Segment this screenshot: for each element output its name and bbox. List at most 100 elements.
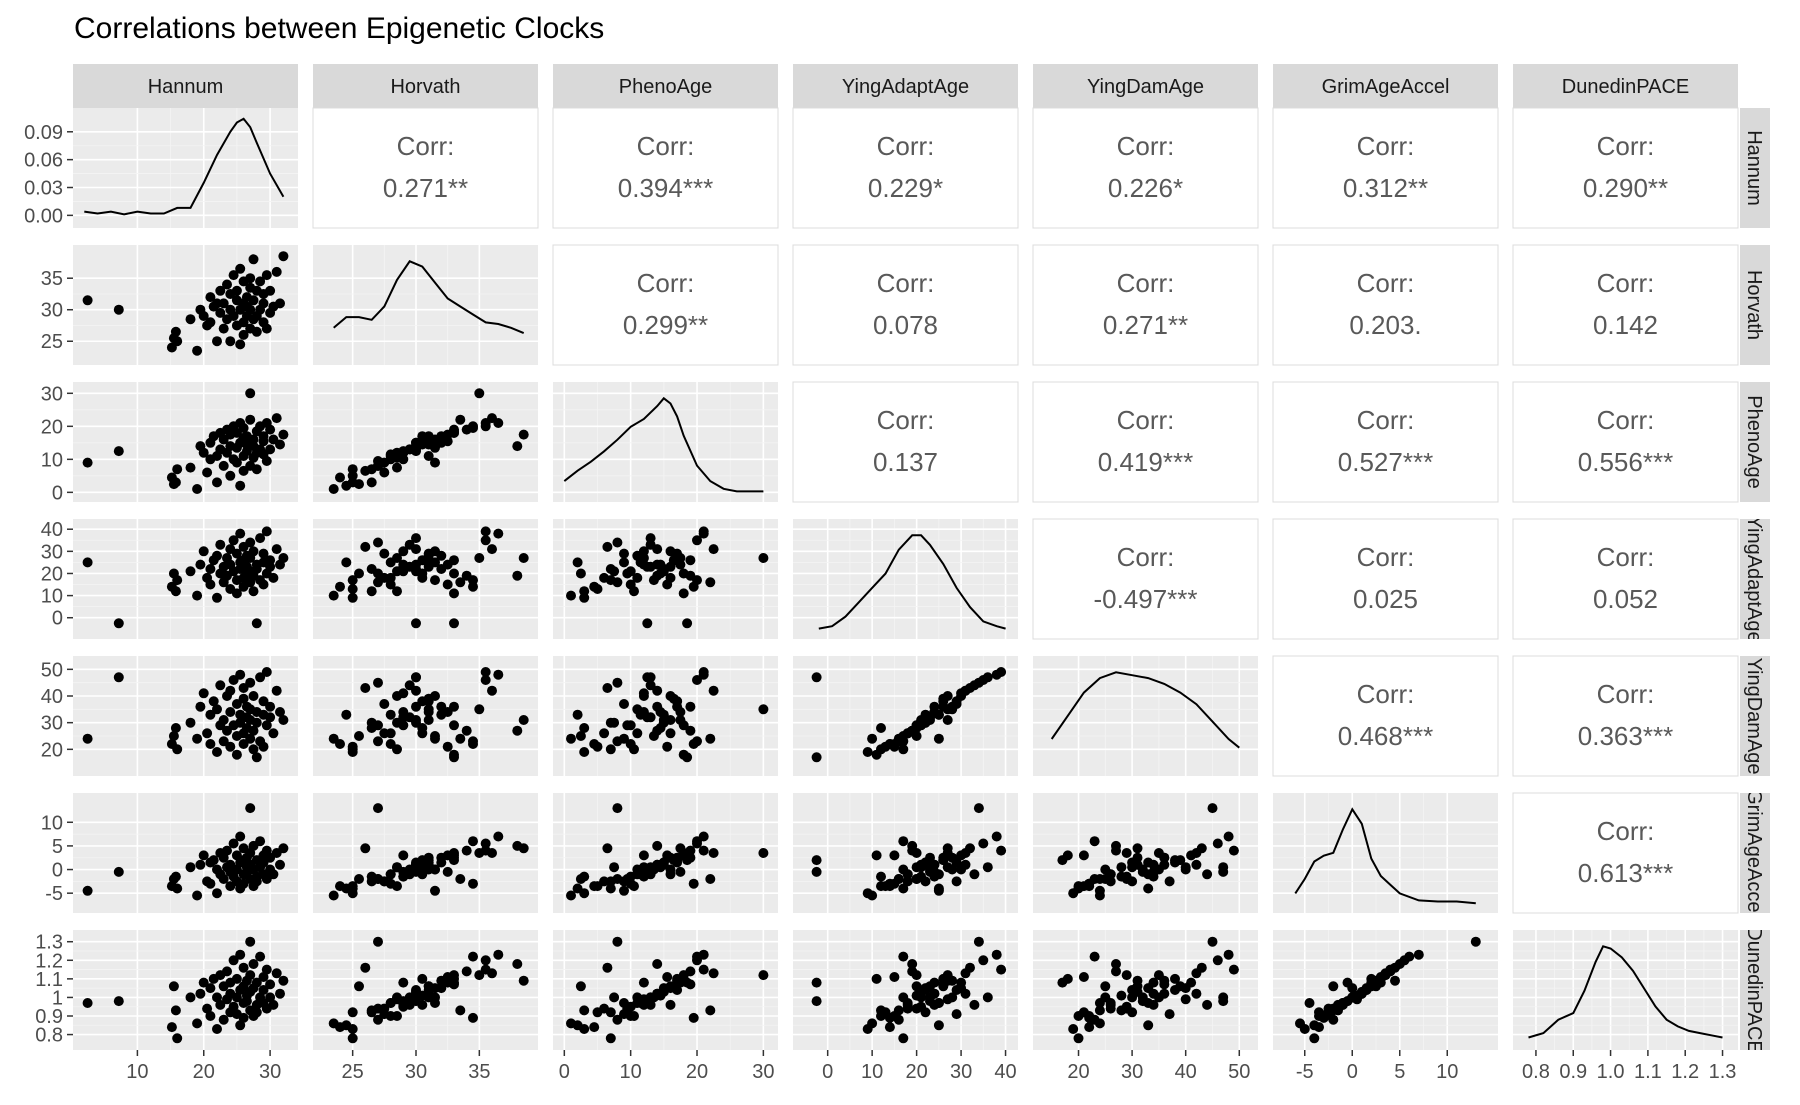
panel-grimageaccel-phenoage [553, 793, 778, 913]
y-tick-label: 1.3 [35, 932, 63, 954]
data-point [258, 741, 269, 752]
data-point [328, 733, 339, 744]
data-point [82, 733, 93, 744]
data-point [672, 985, 683, 995]
data-point [251, 977, 262, 988]
data-point [373, 720, 383, 731]
data-point [228, 311, 239, 321]
data-point [392, 462, 402, 473]
data-point [609, 862, 620, 873]
data-point [612, 537, 623, 548]
data-point [1143, 1020, 1154, 1031]
data-point [1089, 951, 1100, 962]
data-point [705, 577, 716, 588]
data-point [265, 979, 276, 990]
data-point [599, 728, 610, 739]
correlation-panel-bg [552, 107, 779, 229]
data-point [373, 456, 383, 466]
density-curve-horvath [333, 260, 525, 335]
data-point [411, 672, 421, 683]
x-tick-label: 30 [1121, 1061, 1143, 1083]
correlation-label: Corr: [1357, 268, 1415, 298]
y-tick-label: 1.1 [35, 969, 63, 991]
data-point [251, 326, 262, 337]
data-point [871, 973, 882, 984]
data-point [592, 1007, 603, 1018]
data-point [982, 862, 993, 873]
data-point [172, 1033, 183, 1044]
data-point [1337, 999, 1348, 1010]
data-point [258, 696, 269, 707]
data-point [392, 586, 402, 597]
data-point [231, 588, 242, 599]
data-point [1121, 1003, 1132, 1014]
data-point [366, 586, 377, 597]
data-point [215, 999, 226, 1010]
data-point [225, 741, 236, 752]
data-point [245, 388, 256, 399]
panel-grimageaccel-dunedinpace: Corr: 0.613*** [1512, 792, 1739, 914]
correlation-value: 0.556*** [1578, 447, 1673, 477]
data-point [168, 981, 179, 992]
correlation-value: 0.229* [868, 173, 943, 203]
column-strip-label: YingAdaptAge [842, 76, 969, 98]
data-point [328, 1018, 339, 1029]
data-point [423, 988, 434, 999]
data-point [225, 685, 236, 696]
data-point [235, 528, 246, 539]
data-point [811, 855, 822, 866]
x-tick-label: 20 [1067, 1061, 1089, 1083]
data-point [605, 883, 616, 894]
x-tick-label: 1.2 [1671, 1061, 1699, 1083]
data-point [379, 699, 390, 709]
data-point [893, 1005, 904, 1016]
correlation-label: Corr: [1117, 268, 1175, 298]
y-tick-label: 25 [41, 331, 63, 353]
correlation-value: 0.271** [383, 173, 468, 203]
data-point [268, 999, 279, 1010]
correlation-value: 0.025 [1353, 584, 1418, 614]
data-point [265, 701, 276, 712]
data-point [218, 715, 229, 725]
data-point [354, 981, 364, 992]
data-point [373, 936, 383, 947]
data-point [951, 696, 962, 707]
data-point [629, 881, 639, 892]
data-point [278, 715, 289, 725]
data-point [612, 677, 623, 688]
data-point [354, 731, 364, 741]
data-point [113, 618, 124, 629]
data-point [1105, 869, 1116, 880]
data-point [185, 717, 196, 728]
data-point [192, 890, 203, 901]
data-point [512, 570, 523, 581]
data-point [929, 988, 940, 999]
column-strip-hannum [73, 64, 298, 108]
data-point [205, 1011, 216, 1021]
data-point [255, 672, 266, 683]
data-point [862, 888, 873, 899]
data-point [195, 859, 206, 870]
data-point [1218, 992, 1229, 1003]
data-point [688, 1012, 699, 1023]
data-point [916, 986, 927, 997]
data-point [1347, 983, 1358, 994]
data-point [278, 843, 289, 854]
data-point [1094, 1005, 1105, 1016]
data-point [385, 449, 396, 460]
data-point [172, 336, 183, 347]
data-point [82, 457, 93, 468]
data-point [1191, 848, 1202, 858]
data-point [655, 559, 666, 570]
y-tick-label: 0.09 [24, 122, 63, 144]
data-point [645, 680, 656, 691]
data-point [862, 747, 873, 757]
data-point [218, 298, 229, 309]
data-point [605, 876, 616, 887]
correlation-value: 0.290** [1583, 173, 1668, 203]
data-point [662, 972, 673, 982]
row-strip-label: GrimAgeAccel [1743, 789, 1765, 917]
data-point [893, 1014, 904, 1025]
x-tick-label: 30 [259, 1061, 281, 1083]
